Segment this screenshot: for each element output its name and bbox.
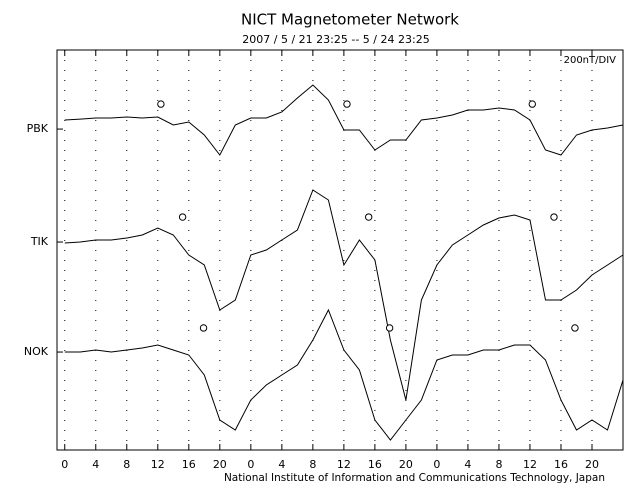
series-line	[64, 189, 624, 401]
scale-annotation: 200nT/DIV	[564, 55, 617, 66]
noon-marker	[178, 213, 187, 221]
series-line	[64, 308, 624, 441]
x-tick-label: 16	[368, 458, 382, 471]
x-tick-label: 8	[123, 458, 130, 471]
x-tick-label: 0	[247, 458, 254, 471]
noon-marker	[528, 100, 536, 108]
x-tick-label: 8	[309, 458, 316, 471]
x-tick-label: 8	[495, 458, 502, 471]
x-tick-label: 4	[278, 458, 285, 471]
x-tick-label: 4	[92, 458, 99, 471]
footer: National Institute of Information and Co…	[224, 472, 605, 484]
x-tick-label: 20	[213, 458, 227, 471]
noon-marker	[364, 213, 373, 221]
noon-marker	[571, 324, 579, 332]
noon-marker	[385, 324, 394, 332]
chart-subtitle: 2007 / 5 / 21 23:25 -- 5 / 24 23:25	[242, 33, 429, 46]
x-tick-label: 4	[464, 458, 471, 471]
y-tick-label: TIK	[30, 235, 49, 248]
x-tick-label: 20	[585, 458, 599, 471]
x-tick-label: 0	[433, 458, 440, 471]
y-tick-label: NOK	[24, 345, 49, 358]
x-tick-label: 12	[337, 458, 351, 471]
noon-marker	[199, 324, 208, 332]
x-tick-label: 16	[554, 458, 568, 471]
x-tick-label: 16	[182, 458, 196, 471]
noon-marker	[550, 213, 558, 221]
plot-frame	[56, 49, 624, 451]
y-tick-label: PBK	[27, 122, 49, 135]
x-tick-label: 0	[61, 458, 68, 471]
noon-marker	[343, 100, 351, 108]
x-tick-label: 12	[151, 458, 165, 471]
series-line	[64, 84, 624, 156]
chart-title: NICT Magnetometer Network	[241, 11, 459, 29]
x-tick-label: 12	[523, 458, 537, 471]
x-tick-label: 20	[399, 458, 413, 471]
noon-marker	[157, 100, 165, 108]
